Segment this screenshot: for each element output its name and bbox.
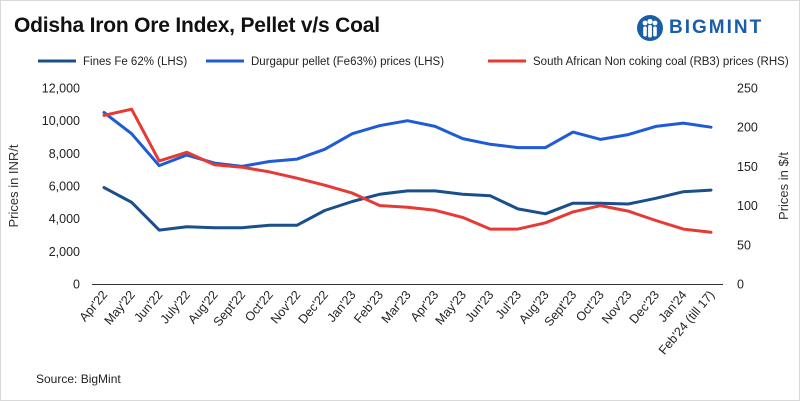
x-tick-label: Mar'23: [379, 288, 414, 326]
series-line-coal: [102, 107, 713, 234]
y-right-tick-label: 0: [737, 278, 744, 292]
y-right-axis-title: Prices in $/t: [776, 152, 791, 220]
y-left-tick-label: 6,000: [49, 180, 80, 194]
legend-label-2: Durgapur pellet (Fe63%) prices (LHS): [251, 56, 444, 68]
y-right-tick-label: 250: [737, 82, 758, 96]
x-tick-label: Dec'23: [627, 288, 663, 327]
y-right-tick-label: 200: [737, 121, 758, 135]
y-right-tick-label: 150: [737, 160, 758, 174]
legend-label-3: South African Non coking coal (RB3) pric…: [533, 56, 789, 68]
bigmint-people-logo-icon: [637, 15, 663, 41]
y-left-tick-label: 2,000: [49, 245, 80, 259]
y-left-tick-label: 4,000: [49, 212, 80, 226]
chart-title: Odisha Iron Ore Index, Pellet v/s Coal: [14, 14, 380, 37]
y-left-tick-label: 0: [73, 278, 80, 292]
y-right-tick-label: 100: [737, 199, 758, 213]
x-tick-label: Feb'23: [351, 288, 386, 326]
source-note: Source: BigMint: [36, 372, 121, 386]
y-left-axis-title: Prices in INR/t: [6, 144, 21, 227]
brand-logo: BIGMINT: [636, 14, 763, 42]
x-tick-label: May'23: [433, 288, 469, 328]
x-tick-label: Dec'22: [296, 288, 332, 327]
x-tick-label: May'22: [102, 288, 138, 328]
series-line-pellet: [102, 111, 713, 168]
y-left-tick-label: 10,000: [42, 114, 80, 128]
y-left-tick-label: 8,000: [49, 147, 80, 161]
brand-name: BIGMINT: [669, 17, 764, 38]
legend-label-1: Fines Fe 62% (LHS): [83, 56, 187, 68]
x-tick-label: Jun'23: [462, 288, 496, 325]
y-left-tick-label: 12,000: [42, 82, 80, 96]
y-right-tick-label: 50: [737, 238, 751, 252]
